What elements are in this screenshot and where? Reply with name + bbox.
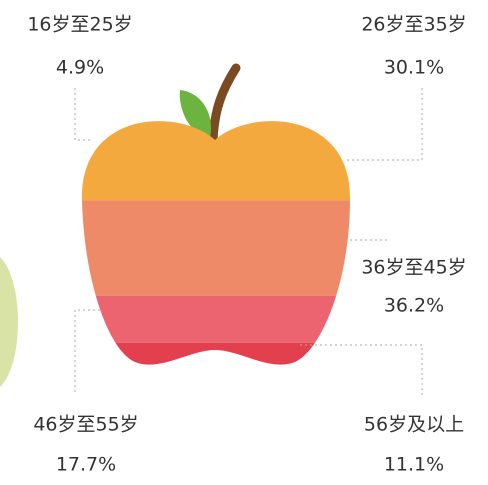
value-label: 11.1%: [384, 454, 444, 476]
value-label: 36.2%: [384, 295, 444, 317]
value-label: 17.7%: [56, 454, 116, 476]
side-leaf: [0, 257, 18, 387]
category-label: 56岁及以上: [364, 414, 464, 436]
apple-body: [81, 121, 351, 365]
leader-line: [345, 88, 423, 161]
category-label: 16岁至25岁: [27, 14, 132, 36]
labels: 16岁至25岁 4.9% 26岁至35岁 30.1% 36岁至45岁 36.2% 46岁至5…: [27, 14, 466, 476]
value-label: 4.9%: [56, 57, 104, 79]
leader-line: [74, 309, 100, 395]
category-label: 36岁至45岁: [361, 257, 466, 279]
category-label: 46岁至55岁: [33, 414, 138, 436]
apple-band: [81, 121, 351, 201]
leader-line: [74, 88, 90, 141]
apple-band: [81, 295, 351, 343]
apple-band: [81, 342, 351, 365]
category-label: 26岁至35岁: [361, 14, 466, 36]
leader-line: [300, 344, 423, 395]
value-label: 30.1%: [384, 57, 444, 79]
apple-leaf: [179, 90, 211, 138]
apple-stem: [208, 63, 241, 147]
apple-band: [81, 200, 351, 296]
